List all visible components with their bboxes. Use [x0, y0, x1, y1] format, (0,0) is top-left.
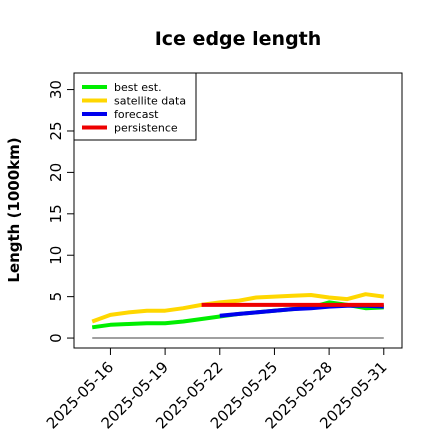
- series-line-satellite-data: [91, 292, 385, 324]
- chart-title: Ice edge length: [155, 28, 322, 50]
- legend-label-satellite-data: satellite data: [114, 95, 186, 108]
- y-tick-label: 10: [47, 246, 65, 265]
- y-axis-label: Length (1000km): [5, 137, 23, 282]
- y-tick-label: 0: [47, 333, 65, 343]
- legend-label-best-est-: best est.: [114, 81, 162, 94]
- legend-label-forecast: forecast: [114, 108, 159, 121]
- y-tick-label: 20: [47, 163, 65, 182]
- legend: best est.satellite dataforecastpersisten…: [73, 72, 197, 141]
- plot-frame: [73, 72, 403, 349]
- y-tick-label: 25: [47, 121, 65, 140]
- y-tick-label: 5: [47, 292, 65, 302]
- series-line-forecast: [219, 303, 384, 318]
- y-tick-label: 15: [47, 204, 65, 223]
- y-tick-label: 30: [47, 80, 65, 99]
- legend-label-persistence: persistence: [114, 122, 178, 135]
